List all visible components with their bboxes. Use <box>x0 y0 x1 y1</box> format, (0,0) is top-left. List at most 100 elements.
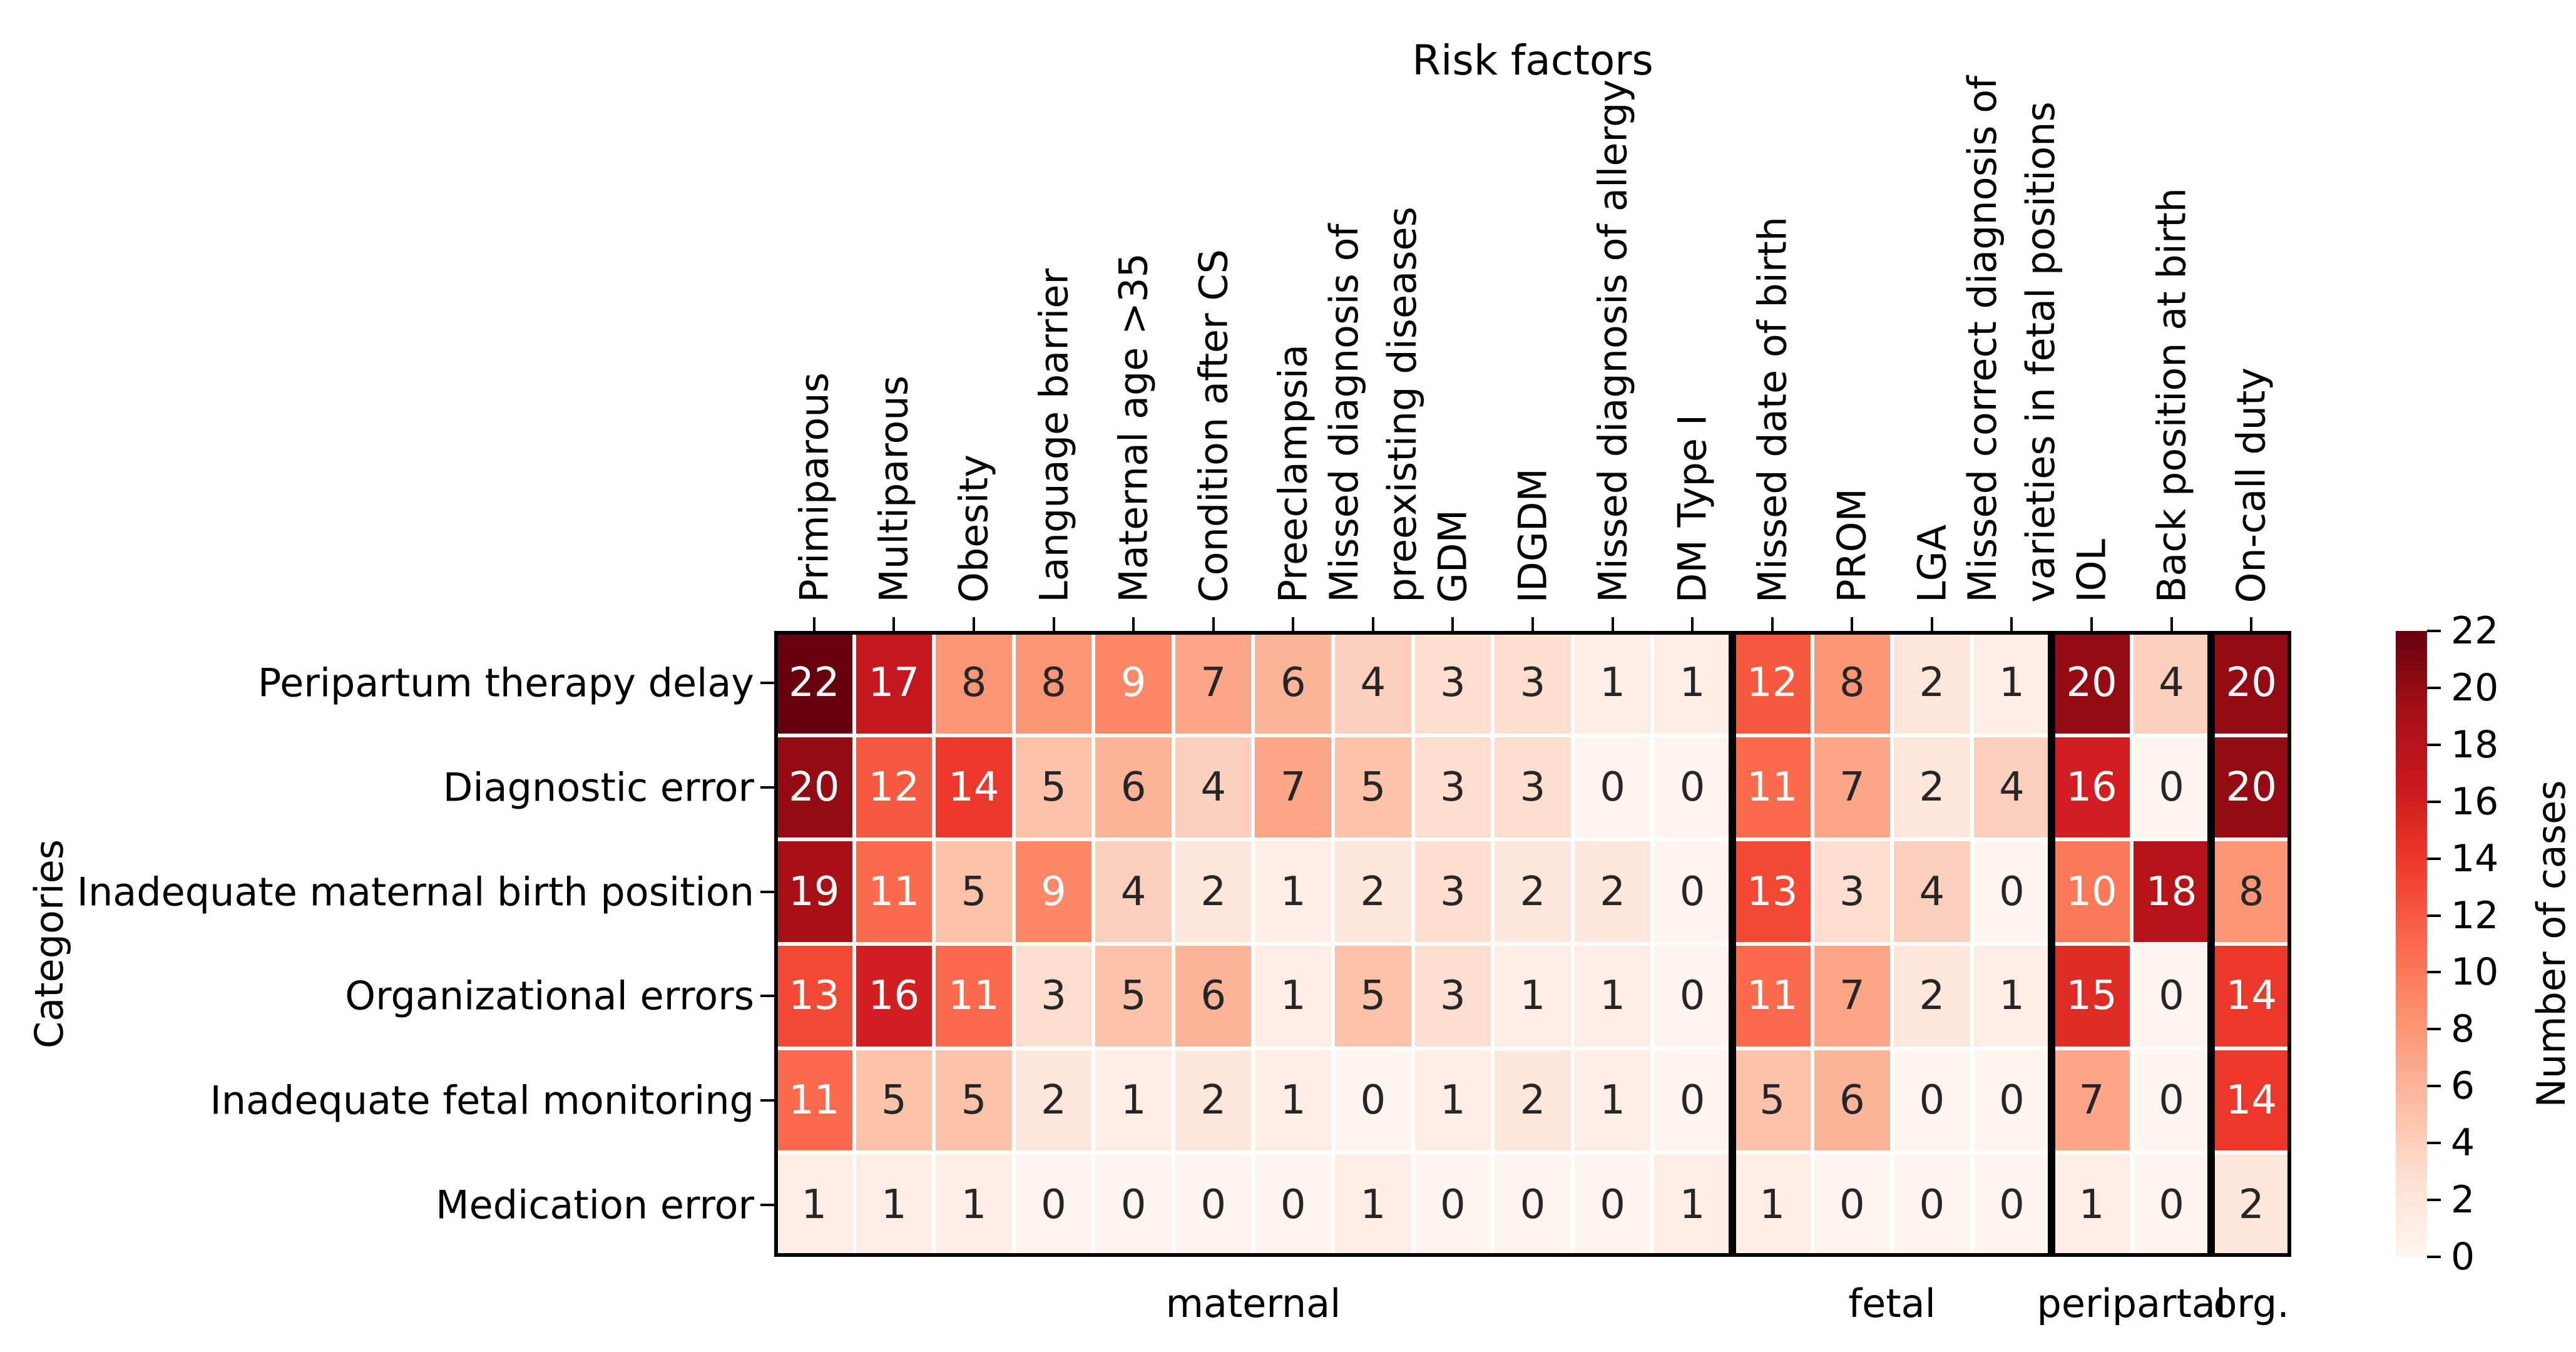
heatmap-cell: 1 <box>1652 1152 1732 1257</box>
column-label: IOL <box>2068 539 2115 603</box>
heatmap-cell: 1 <box>1093 1048 1173 1153</box>
heatmap-cell: 11 <box>934 944 1014 1048</box>
heatmap-cell: 0 <box>1971 839 2052 944</box>
heatmap-cell: 2 <box>1892 944 1972 1048</box>
heatmap-cell: 0 <box>1413 1152 1493 1257</box>
y-tick-mark <box>760 682 774 685</box>
group-label: org. <box>2213 1281 2289 1326</box>
row-label: Organizational errors <box>345 973 754 1019</box>
heatmap-cell: 0 <box>2131 944 2212 1048</box>
heatmap-cell: 1 <box>934 1152 1014 1257</box>
heatmap-cell: 14 <box>2211 1048 2291 1153</box>
heatmap-cell: 5 <box>1093 944 1173 1048</box>
heatmap-cell: 2 <box>1013 1048 1094 1153</box>
heatmap-cell: 20 <box>774 735 854 840</box>
y-tick-mark <box>760 995 774 998</box>
colorbar-tick-mark <box>2427 1142 2441 1145</box>
heatmap-cell: 0 <box>2131 1152 2212 1257</box>
heatmap-cell: 1 <box>1971 631 2052 735</box>
heatmap-cell: 0 <box>2131 735 2212 840</box>
column-label: Missed correct diagnosis of varieties in… <box>1960 76 2064 603</box>
heatmap-cell: 11 <box>774 1048 854 1153</box>
heatmap-cell: 1 <box>1333 1152 1413 1257</box>
heatmap-cell: 7 <box>1812 735 1893 840</box>
heatmap-cell: 1 <box>1652 631 1732 735</box>
row-label: Medication error <box>436 1182 754 1228</box>
heatmap-cell: 17 <box>854 631 934 735</box>
heatmap-cell: 6 <box>1093 735 1173 840</box>
x-tick-mark <box>2250 617 2253 631</box>
heatmap-cell: 5 <box>1333 735 1413 840</box>
heatmap-cell: 7 <box>1173 631 1254 735</box>
heatmap-cell: 8 <box>934 631 1014 735</box>
column-label: Multiparous <box>871 376 917 603</box>
heatmap-cell: 3 <box>1812 839 1893 944</box>
heatmap-cell: 4 <box>1971 735 2052 840</box>
heatmap-cell: 0 <box>1892 1048 1972 1153</box>
heatmap-cell: 1 <box>774 1152 854 1257</box>
heatmap-cell: 20 <box>2211 631 2291 735</box>
heatmap-cell: 2 <box>2211 1152 2291 1257</box>
x-tick-mark <box>892 617 896 631</box>
x-tick-mark <box>1371 617 1374 631</box>
heatmap-cell: 2 <box>1493 1048 1573 1153</box>
group-label: maternal <box>1165 1281 1341 1326</box>
heatmap-cell: 11 <box>854 839 934 944</box>
heatmap-cell: 1 <box>1253 839 1334 944</box>
column-label: On-call duty <box>2228 367 2274 603</box>
column-label: Missed date of birth <box>1749 216 1796 603</box>
x-tick-mark <box>1930 617 1933 631</box>
colorbar-tick-mark <box>2427 914 2441 917</box>
heatmap-cell: 0 <box>1652 735 1732 840</box>
colorbar-tick-mark <box>2427 1085 2441 1088</box>
heatmap-cell: 0 <box>2131 1048 2212 1153</box>
column-label: Missed diagnosis of preexisting diseases <box>1321 207 1425 603</box>
heatmap-cell: 5 <box>1333 944 1413 1048</box>
heatmap-cell: 4 <box>1333 631 1413 735</box>
colorbar-tick-label: 2 <box>2451 1178 2475 1222</box>
group-label: fetal <box>1848 1281 1936 1326</box>
column-label: Primiparous <box>791 372 837 603</box>
heatmap-cell: 0 <box>1892 1152 1972 1257</box>
heatmap-cell: 5 <box>934 1048 1014 1153</box>
x-tick-mark <box>1771 617 1774 631</box>
colorbar-tick-label: 4 <box>2451 1121 2475 1165</box>
heatmap-cell: 13 <box>774 944 854 1048</box>
heatmap-cell: 7 <box>1812 944 1893 1048</box>
heatmap-cell: 3 <box>1493 735 1573 840</box>
colorbar-tick-label: 6 <box>2451 1064 2475 1109</box>
heatmap-cell: 5 <box>1732 1048 1812 1153</box>
row-label: Diagnostic error <box>442 764 754 811</box>
heatmap-cell: 0 <box>1013 1152 1094 1257</box>
heatmap-cell: 1 <box>1253 1048 1334 1153</box>
heatmap-cell: 7 <box>2052 1048 2132 1153</box>
heatmap-cell: 1 <box>1732 1152 1812 1257</box>
column-label: Missed diagnosis of allergy <box>1590 79 1636 603</box>
heatmap-cell: 11 <box>1732 735 1812 840</box>
row-label: Inadequate fetal monitoring <box>210 1077 754 1124</box>
heatmap-cell: 2 <box>1333 839 1413 944</box>
colorbar-tick-label: 20 <box>2451 665 2499 710</box>
heatmap-cell: 0 <box>1652 944 1732 1048</box>
colorbar-tick-label: 12 <box>2451 893 2499 938</box>
heatmap-cell: 1 <box>854 1152 934 1257</box>
column-label: IDGDM <box>1510 468 1556 603</box>
heatmap-cell: 2 <box>1892 631 1972 735</box>
heatmap-cell: 0 <box>1971 1048 2052 1153</box>
heatmap-cell: 1 <box>1413 1048 1493 1153</box>
column-label: Maternal age >35 <box>1110 253 1157 603</box>
group-label: peripartal <box>2037 1281 2227 1326</box>
heatmap-cell: 3 <box>1413 735 1493 840</box>
x-tick-mark <box>1292 617 1295 631</box>
heatmap-cell: 3 <box>1493 631 1573 735</box>
heatmap-cell: 0 <box>1812 1152 1893 1257</box>
x-axis-title: Risk factors <box>1412 36 1653 84</box>
heatmap-cell: 2 <box>1173 839 1254 944</box>
colorbar-tick-mark <box>2427 686 2441 689</box>
heatmap-cell: 22 <box>774 631 854 735</box>
colorbar-tick-label: 0 <box>2451 1235 2475 1279</box>
y-tick-mark <box>760 1203 774 1206</box>
heatmap-cell: 12 <box>1732 631 1812 735</box>
x-tick-mark <box>972 617 975 631</box>
heatmap-cell: 4 <box>2131 631 2212 735</box>
